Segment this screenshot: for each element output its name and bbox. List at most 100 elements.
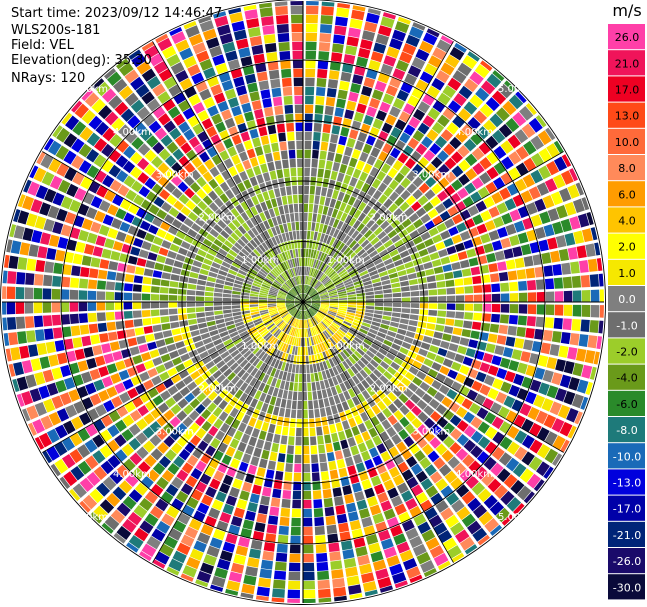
velocity-bin [336, 98, 346, 109]
velocity-bin [56, 162, 70, 177]
velocity-bin [433, 457, 446, 470]
velocity-bin [490, 313, 501, 323]
velocity-bin [327, 207, 334, 217]
velocity-bin [202, 433, 214, 444]
velocity-bin [273, 339, 281, 348]
velocity-bin [279, 253, 285, 262]
velocity-bin [510, 479, 525, 495]
velocity-bin [304, 319, 307, 329]
velocity-bin [428, 309, 438, 317]
velocity-bin [273, 281, 282, 288]
velocity-bin [261, 16, 274, 26]
velocity-bin [383, 370, 393, 380]
velocity-bin [598, 273, 604, 287]
velocity-bin [335, 422, 344, 432]
velocity-bin [86, 232, 98, 244]
velocity-bin [461, 329, 472, 338]
velocity-bin [205, 316, 215, 322]
velocity-bin [16, 271, 26, 285]
velocity-bin [308, 288, 314, 296]
velocity-bin [363, 114, 374, 126]
velocity-bin [329, 424, 337, 434]
velocity-bin [281, 426, 289, 436]
colorbar-tick-label: -21.0 [613, 529, 641, 542]
velocity-bin [372, 118, 384, 130]
velocity-bin [273, 267, 281, 275]
velocity-bin [309, 290, 317, 297]
velocity-bin [272, 96, 283, 107]
velocity-bin [481, 472, 495, 487]
velocity-bin [363, 315, 373, 321]
velocity-bin [135, 432, 148, 445]
velocity-bin [523, 339, 534, 351]
velocity-bin [159, 309, 169, 316]
velocity-bin [123, 310, 133, 319]
velocity-bin [3, 333, 10, 346]
velocity-bin [329, 227, 336, 237]
velocity-bin [37, 245, 48, 259]
velocity-bin [157, 402, 169, 414]
velocity-bin [409, 314, 419, 321]
velocity-bin [249, 296, 259, 300]
velocity-bin [467, 116, 481, 131]
velocity-bin [112, 350, 123, 362]
velocity-bin [241, 102, 252, 114]
velocity-bin [389, 106, 401, 118]
velocity-bin [303, 400, 308, 410]
velocity-bin [78, 229, 90, 242]
velocity-bin [339, 202, 347, 212]
velocity-bin [344, 318, 353, 324]
velocity-bin [304, 310, 308, 320]
velocity-bin [266, 376, 274, 386]
velocity-bin [360, 356, 369, 366]
velocity-bin [137, 461, 151, 474]
range-ring-label: 1.00km [241, 255, 279, 266]
velocity-bin [465, 475, 479, 489]
velocity-bin [277, 306, 286, 310]
velocity-bin [112, 486, 127, 501]
colorbar-tick-label: -2.0 [616, 346, 637, 359]
velocity-bin [347, 296, 357, 300]
velocity-bin [443, 143, 456, 156]
velocity-bin [357, 393, 366, 403]
velocity-bin [3, 254, 10, 268]
velocity-bin [234, 242, 243, 251]
velocity-bin [74, 348, 86, 361]
colorbar-box [608, 50, 645, 76]
velocity-bin [187, 283, 197, 290]
velocity-bin [421, 393, 433, 404]
velocity-bin [320, 298, 330, 301]
velocity-bin [179, 78, 193, 91]
velocity-bin [444, 157, 457, 170]
velocity-bin [507, 270, 518, 281]
velocity-bin [453, 462, 467, 476]
velocity-bin [406, 170, 418, 182]
velocity-bin [290, 308, 297, 315]
velocity-bin [121, 428, 134, 442]
velocity-bin [332, 228, 340, 238]
velocity-bin [239, 330, 249, 338]
velocity-bin [144, 454, 157, 468]
velocity-bin [301, 328, 303, 338]
velocity-bin [287, 598, 300, 603]
velocity-bin [281, 285, 290, 292]
velocity-bin [280, 435, 288, 445]
velocity-bin [336, 210, 344, 220]
velocity-bin [282, 390, 288, 400]
velocity-bin [494, 345, 505, 356]
velocity-bin [88, 323, 99, 334]
velocity-bin [149, 434, 162, 447]
velocity-bin [435, 203, 446, 214]
velocity-bin [317, 168, 325, 178]
velocity-bin [259, 2, 272, 9]
velocity-bin [195, 290, 205, 296]
velocity-bin [303, 293, 306, 302]
velocity-bin [267, 304, 277, 308]
velocity-bin [207, 391, 218, 401]
velocity-bin [240, 307, 250, 312]
velocity-bin [168, 308, 178, 315]
velocity-bin [243, 4, 257, 11]
velocity-bin [352, 375, 360, 385]
velocity-bin [515, 91, 527, 104]
